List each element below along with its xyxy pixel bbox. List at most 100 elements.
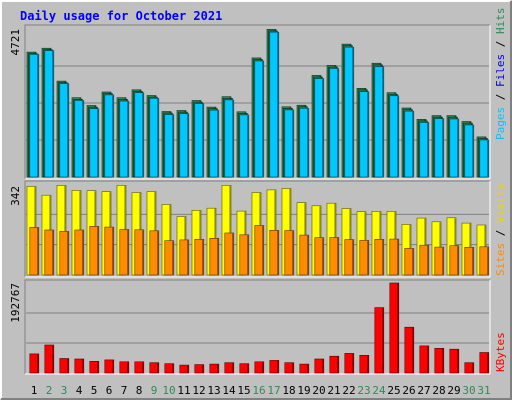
bar-shade-kbytes-10 [172,364,174,373]
bar-shade-kbytes-7 [127,362,129,373]
bar-shade-kbytes-3 [67,359,69,373]
bar-shade-sites-8 [142,230,144,275]
day-label-8: 8 [136,384,143,397]
day-label-9: 9 [151,384,158,397]
bar-shade-pages-21 [337,69,339,177]
bar-shade-kbytes-14 [232,363,234,373]
bar-shade-sites-24 [382,239,384,275]
day-label-7: 7 [121,384,128,397]
bar-shade-visits-3 [64,185,66,275]
bar-pages-6 [104,94,115,178]
ymax-label: 192767 [9,283,22,323]
legend-hits: Hits [494,8,507,35]
bar-shade-pages-4 [82,101,84,177]
bar-sites-6 [104,226,115,276]
legend-sep-2: / [494,34,507,54]
bar-shade-kbytes-26 [412,327,414,373]
day-label-15: 15 [237,384,250,397]
bar-sites-4 [74,229,85,276]
day-label-29: 29 [447,384,460,397]
bar-shade-sites-20 [322,238,324,275]
bar-shade-sites-16 [262,226,264,275]
day-label-10: 10 [162,384,175,397]
bar-shade-kbytes-16 [262,362,264,373]
day-label-27: 27 [417,384,430,397]
bar-shade-pages-17 [277,32,279,178]
day-label-5: 5 [91,384,98,397]
day-label-14: 14 [222,384,236,397]
day-label-21: 21 [327,384,340,397]
bar-kbytes-6 [104,359,115,374]
bar-shade-visits-14 [229,185,231,275]
bar-shade-pages-26 [412,111,414,177]
day-label-1: 1 [31,384,38,397]
day-labels: 1 2 3 4 5 6 7 8 9 10 11 12 13 14 15 16 17 18 19 20 21 22 23 24 2… [31,384,491,397]
bar-shade-kbytes-12 [202,365,204,373]
bar-shade-sites-9 [157,231,159,275]
bar-shade-pages-13 [217,110,219,177]
bar-shade-pages-5 [97,109,99,177]
day-label-3: 3 [61,384,68,397]
bar-shade-kbytes-8 [142,362,144,373]
bar-shade-pages-6 [112,95,114,177]
bar-pages-5 [89,108,100,178]
day-label-25: 25 [387,384,400,397]
bar-shade-sites-2 [52,230,54,275]
legend-pages: Pages [494,107,507,140]
bar-shade-kbytes-27 [427,346,429,373]
bar-shade-pages-7 [127,101,129,177]
bar-shade-sites-18 [292,231,294,275]
bar-shade-pages-22 [352,47,354,178]
bar-shade-sites-15 [247,235,249,275]
bar-shade-pages-23 [367,92,369,177]
bar-shade-sites-4 [82,230,84,275]
bar-shade-kbytes-20 [322,359,324,373]
legend-sep-3: / [494,223,507,243]
bar-shade-pages-1 [37,54,39,177]
bar-shade-sites-30 [472,247,474,275]
day-label-4: 4 [76,384,83,397]
bar-shade-kbytes-6 [112,360,114,373]
bar-shade-sites-29 [457,246,459,275]
bar-shade-sites-22 [352,240,354,275]
day-label-13: 13 [207,384,220,397]
day-label-19: 19 [297,384,310,397]
bar-shade-sites-13 [217,238,219,275]
bar-shade-kbytes-5 [97,361,99,373]
bar-shade-kbytes-17 [277,360,279,373]
bar-sites-3 [59,231,70,276]
bar-shade-pages-27 [427,123,429,177]
day-label-18: 18 [282,384,295,397]
bar-shade-kbytes-29 [457,349,459,373]
day-label-31: 31 [477,384,490,397]
bar-kbytes-4 [74,358,85,374]
bar-shade-kbytes-21 [337,356,339,373]
bar-pages-3 [59,83,70,178]
bar-sites-5 [89,226,100,276]
day-label-28: 28 [432,384,445,397]
ymax-labels: 4721 342 192767 [9,29,22,323]
bar-shade-kbytes-9 [157,363,159,373]
day-label-23: 23 [357,384,370,397]
bar-shade-pages-24 [382,67,384,177]
legend-middle: Sites / Visits [494,183,507,276]
bar-shade-kbytes-25 [397,283,399,373]
day-label-20: 20 [312,384,325,397]
legend-kbytes: KBytes [494,332,507,372]
legend-top: Pages / Files / Hits [494,8,507,141]
bar-shade-kbytes-23 [367,355,369,373]
bar-kbytes-5 [89,360,100,374]
day-label-6: 6 [106,384,113,397]
ymax-label: 342 [9,186,22,206]
bar-shade-sites-10 [172,241,174,275]
bars [26,28,490,374]
bar-shade-kbytes-28 [442,348,444,373]
bar-shade-pages-28 [442,119,444,177]
bar-shade-pages-15 [247,115,249,177]
bar-shade-sites-14 [232,233,234,275]
bar-shade-sites-27 [427,245,429,275]
bar-shade-sites-12 [202,239,204,275]
bar-shade-kbytes-30 [472,363,474,373]
